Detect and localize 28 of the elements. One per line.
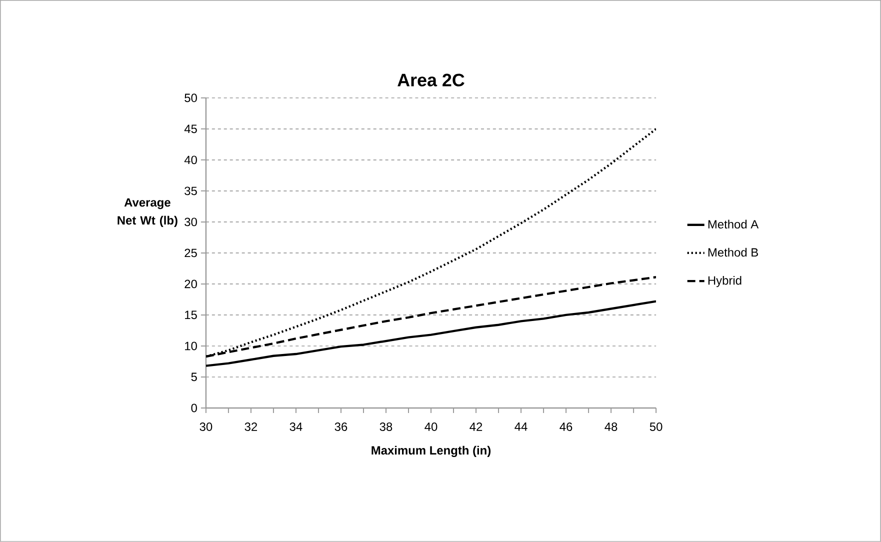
x-axis-title: Maximum Length (in) [372, 446, 491, 458]
y-tick-label: 30 [184, 218, 197, 226]
x-tick-label: 48 [604, 422, 618, 432]
legend-label: Method B [708, 248, 758, 257]
x-tick-label: 46 [560, 422, 572, 432]
legend-label: Method A [708, 220, 759, 229]
x-tick-label: 36 [334, 422, 348, 432]
x-tick-label: 38 [380, 422, 392, 432]
y-tick-label: 35 [184, 186, 197, 196]
y-tick-label: 10 [185, 342, 197, 350]
x-tick-label: 30 [200, 422, 212, 432]
legend-label: Hybrid [708, 276, 742, 288]
x-tick-label: 34 [290, 422, 302, 432]
y-tick-label: 20 [184, 280, 197, 288]
y-tick-label: 0 [191, 404, 197, 412]
y-tick-label: 40 [184, 156, 197, 164]
y-axis-title: Average Net Wt (lb) [118, 198, 178, 228]
y-tick-label: 25 [184, 248, 197, 258]
y-tick-label: 5 [191, 372, 197, 382]
chart-title: Area 2C [398, 74, 464, 86]
x-tick-label: 42 [470, 422, 482, 431]
x-tick-label: 50 [650, 422, 662, 432]
y-tick-label: 15 [185, 310, 197, 320]
x-tick-label: 32 [244, 422, 258, 432]
y-tick-label: 45 [184, 124, 197, 134]
y-tick-label: 50 [184, 94, 197, 102]
x-tick-label: 44 [514, 422, 528, 431]
x-tick-label: 40 [424, 422, 438, 432]
